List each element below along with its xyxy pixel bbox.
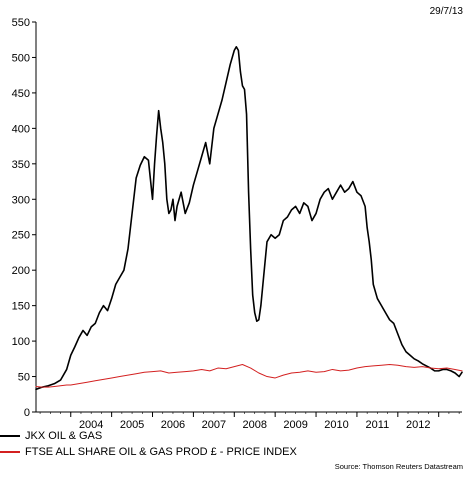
x-tick-label: 2004: [79, 419, 103, 431]
y-tick-label: 400: [12, 123, 30, 135]
y-tick-label: 150: [12, 301, 30, 313]
series-line-ftse: [35, 363, 463, 388]
y-tick-label: 0: [24, 407, 30, 419]
y-tick-label: 200: [12, 265, 30, 277]
x-axis: 2004 2005 2006 2007 2008 2009 2010 2011 2012: [36, 411, 462, 431]
y-tick-label: 250: [12, 230, 30, 242]
x-tick-label: 2012: [406, 419, 430, 431]
legend-swatch-ftse: [0, 451, 20, 453]
legend-swatch-jkx: [0, 435, 20, 437]
legend-label-jkx: JKX OIL & GAS: [25, 430, 103, 442]
x-tick-label: 2007: [202, 419, 226, 431]
y-tick-label: 350: [12, 159, 30, 171]
x-tick-label: 2009: [283, 419, 307, 431]
legend-label-ftse: FTSE ALL SHARE OIL & GAS PROD £ - PRICE …: [25, 446, 297, 458]
source-note: Source: Thomson Reuters Datastream: [334, 462, 463, 471]
y-tick-label: 550: [12, 17, 30, 29]
series-layer: [35, 46, 463, 391]
x-tick-label: 2005: [120, 419, 144, 431]
y-tick-label: 50: [18, 372, 30, 384]
y-tick-label: 450: [12, 88, 30, 100]
y-axis: 0 50 100 150 200 250 300 350 400 450 500 550: [12, 17, 37, 419]
y-tick-label: 300: [12, 194, 30, 206]
x-tick-label: 2006: [161, 419, 185, 431]
y-tick-label: 500: [12, 52, 30, 64]
x-tick-label: 2011: [366, 419, 390, 431]
legend-item-ftse: FTSE ALL SHARE OIL & GAS PROD £ - PRICE …: [0, 444, 297, 460]
x-tick-label: 2008: [242, 419, 266, 431]
legend-item-jkx: JKX OIL & GAS: [0, 428, 102, 444]
series-line-jkx: [35, 46, 463, 391]
y-tick-label: 100: [12, 336, 30, 348]
date-stamp: 29/7/13: [429, 6, 463, 17]
x-tick-label: 2010: [324, 419, 348, 431]
